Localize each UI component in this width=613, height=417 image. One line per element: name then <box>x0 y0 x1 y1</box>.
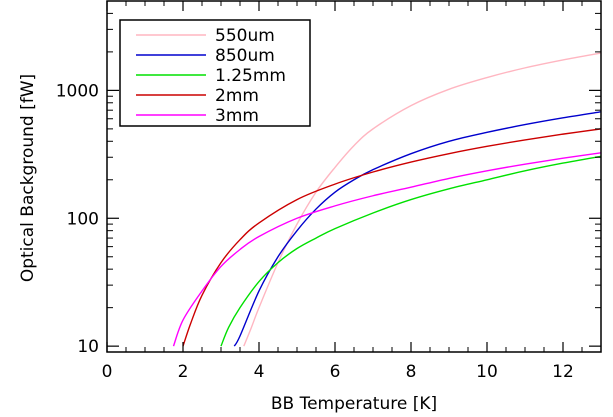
x-tick-label: 2 <box>178 362 189 382</box>
legend-label-3mm: 3mm <box>215 106 259 126</box>
series-line-1-25mm <box>220 155 601 347</box>
legend-label-1-25mm: 1.25mm <box>215 66 286 86</box>
legend-label-2mm: 2mm <box>215 86 259 106</box>
y-tick-label: 10 <box>77 337 99 357</box>
y-tick-label: 100 <box>67 209 99 229</box>
legend-label-550um: 550um <box>215 26 275 46</box>
y-axis-label: Optical Background [fW] <box>18 74 38 282</box>
x-tick-label: 0 <box>102 362 113 382</box>
legend-label-850um: 850um <box>215 46 275 66</box>
x-axis-label: BB Temperature [K] <box>271 394 437 414</box>
y-axis: 10 100 1000 <box>56 0 601 357</box>
series-line-3mm <box>172 152 601 347</box>
x-axis: 0 2 4 6 8 10 12 <box>102 1 602 382</box>
series-line-550um <box>243 52 601 347</box>
x-tick-label: 4 <box>254 362 265 382</box>
x-tick-label: 10 <box>476 362 498 382</box>
series-line-850um <box>233 111 601 347</box>
legend-box <box>119 19 311 127</box>
series-line-2mm <box>182 128 601 347</box>
series-layer <box>172 52 601 347</box>
x-tick-label: 6 <box>330 362 341 382</box>
y-tick-label: 1000 <box>56 81 99 101</box>
x-tick-label: 8 <box>406 362 417 382</box>
x-tick-label: 12 <box>552 362 574 382</box>
